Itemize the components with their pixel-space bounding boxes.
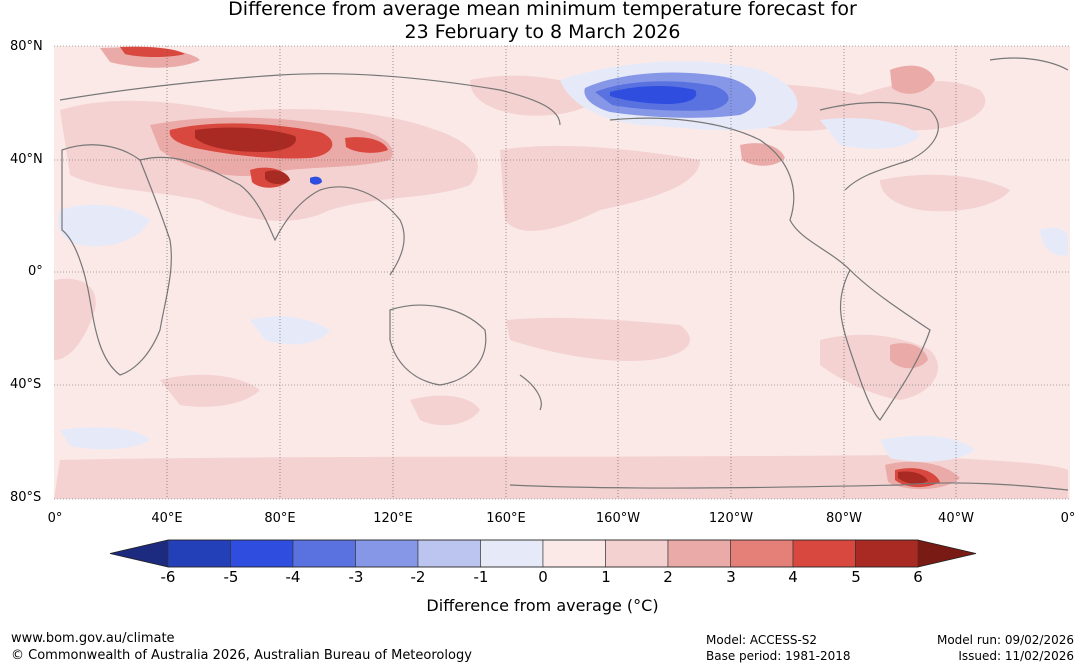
lat-label-80s: 80°S: [10, 490, 42, 505]
map-title-line2: 23 February to 8 March 2026: [404, 21, 681, 43]
anomaly-extreme-warm: [195, 127, 928, 484]
colorbar-tick: 4: [788, 568, 798, 586]
colorbar-swatch: [167, 539, 231, 568]
colorbar-swatch: [230, 539, 294, 568]
colorbar-swatch: [605, 539, 669, 568]
lon-label-40w: 40°W: [938, 511, 974, 526]
colorbar-tick: 2: [663, 568, 673, 586]
lat-label-40s: 40°S: [10, 377, 42, 392]
coastlines: [59, 57, 1069, 491]
lon-label-120w: 120°W: [708, 511, 754, 526]
lon-label-160w: 160°W: [595, 511, 641, 526]
footer-issued: Issued: 11/02/2026: [958, 649, 1074, 663]
lat-label-40n: 40°N: [10, 152, 43, 167]
colorbar-tick: -5: [223, 568, 239, 586]
lon-label-0-east: 0°: [1060, 511, 1076, 526]
colorbar-swatch: [542, 539, 606, 568]
colorbar-extend-high: [918, 540, 976, 567]
colorbar-swatch: [292, 539, 356, 568]
colorbar-outline: [109, 539, 977, 568]
colorbar-tick: 0: [538, 568, 548, 586]
colorbar-tick: -3: [348, 568, 364, 586]
colorbar-tick: 6: [913, 568, 923, 586]
footer-website[interactable]: www.bom.gov.au/climate: [11, 631, 175, 646]
lon-label-0-west: 0°: [47, 511, 63, 526]
footer-copyright: © Commonwealth of Australia 2026, Austra…: [11, 648, 472, 663]
footer-model: Model: ACCESS-S2: [706, 633, 818, 647]
colorbar-tick: -1: [473, 568, 489, 586]
anomaly-strong-cool: [310, 72, 757, 185]
colorbar-swatch: [417, 539, 481, 568]
colorbar-tick: -2: [410, 568, 426, 586]
map-title-line1: Difference from average mean minimum tem…: [228, 0, 857, 20]
footer-model-run: Model run: 09/02/2026: [936, 633, 1074, 647]
colorbar-swatch: [355, 539, 419, 568]
lat-label-0: 0°: [28, 264, 43, 279]
colorbar-swatch: [480, 539, 544, 568]
lon-label-80w: 80°W: [826, 511, 862, 526]
anomaly-light-warm: [54, 75, 1068, 499]
colorbar-tick: 5: [851, 568, 861, 586]
colorbar-swatch: [667, 539, 731, 568]
lon-label-160e: 160°E: [486, 511, 526, 526]
lon-label-80e: 80°E: [264, 511, 296, 526]
graticule: [54, 45, 1070, 500]
colorbar-extend-low: [110, 540, 168, 567]
footer-base-period: Base period: 1981-2018: [706, 649, 851, 663]
colorbar-tick: -6: [160, 568, 176, 586]
lon-label-120e: 120°E: [373, 511, 413, 526]
colorbar-label: Difference from average (°C): [426, 596, 659, 615]
lat-label-80n: 80°N: [10, 39, 43, 54]
colorbar-swatch: [855, 539, 919, 568]
colorbar-tick: -4: [285, 568, 301, 586]
colorbar-swatch: [730, 539, 794, 568]
lon-label-40e: 40°E: [151, 511, 183, 526]
colorbar-tick: 1: [601, 568, 611, 586]
colorbar-tick: 3: [726, 568, 736, 586]
colorbar-swatch: [792, 539, 856, 568]
